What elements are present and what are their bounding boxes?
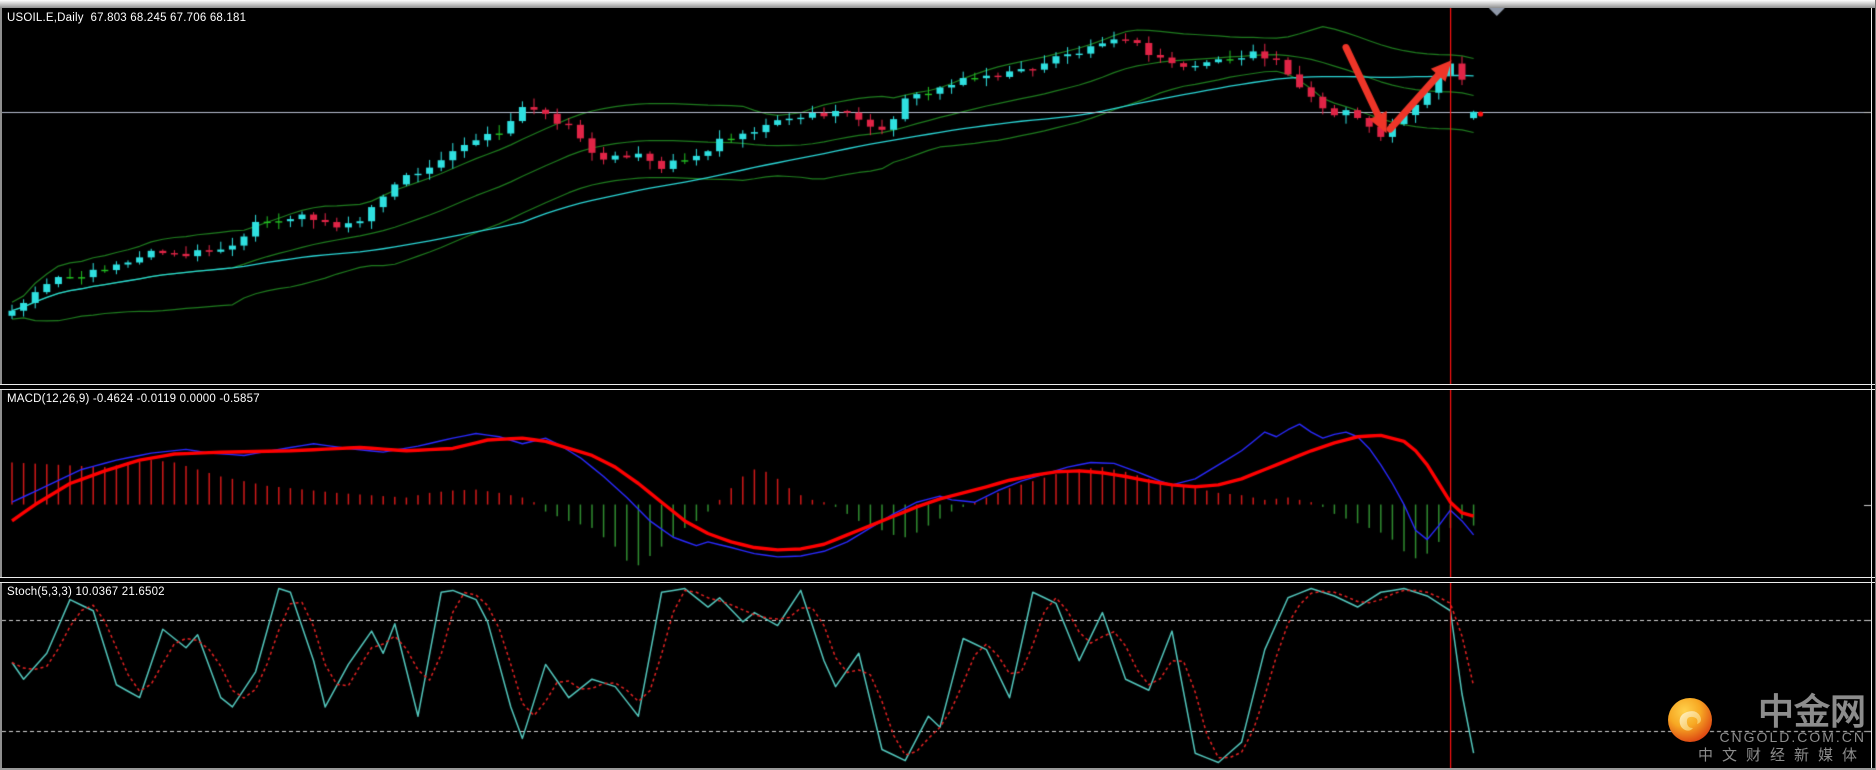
stoch-indicator-label: Stoch(5,3,3) 10.0367 21.6502 xyxy=(7,586,165,598)
cngold-domain-text: CNGOLD.COM.CN xyxy=(1719,729,1866,745)
chart-symbol-label: USOIL.E,Daily 67.803 68.245 67.706 68.18… xyxy=(7,12,247,24)
cngold-brand-text: 中金网 xyxy=(1757,691,1866,732)
panel-resize-divider[interactable] xyxy=(0,384,1876,390)
panel-resize-divider[interactable] xyxy=(0,577,1876,583)
window-top-border xyxy=(0,0,1876,8)
price-chart-canvas[interactable] xyxy=(2,8,1871,384)
cngold-logo-icon xyxy=(1668,698,1713,742)
cngold-tagline-text: 中文财经新媒体 xyxy=(1697,747,1866,764)
macd-panel-canvas[interactable] xyxy=(2,390,1871,577)
window-bottom-border xyxy=(0,768,1876,770)
chart-right-border xyxy=(1871,8,1872,768)
stoch-panel-canvas[interactable] xyxy=(2,583,1871,768)
cngold-watermark: 中金网 CNGOLD.COM.CN 中文财经新媒体 xyxy=(1554,691,1866,766)
macd-indicator-label: MACD(12,26,9) -0.4624 -0.0119 0.0000 -0.… xyxy=(7,393,260,405)
